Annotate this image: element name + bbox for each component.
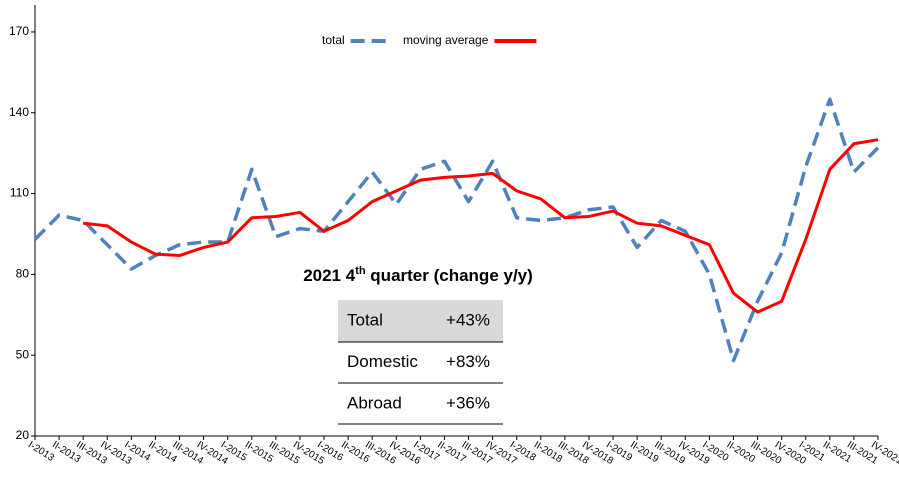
annotation-title: 2021 4th quarter (change y/y) <box>303 265 533 286</box>
table-cell: +83% <box>446 352 490 371</box>
table-header-bg <box>338 300 503 342</box>
legend-label: moving average <box>403 33 489 47</box>
y-tick-label: 110 <box>10 186 29 200</box>
table-cell: Domestic <box>347 352 418 371</box>
y-tick-label: 170 <box>9 24 29 38</box>
table-cell: Abroad <box>347 393 402 412</box>
series-line <box>83 138 879 314</box>
series-line <box>33 97 880 363</box>
legend-label: total <box>322 33 345 47</box>
table-cell: +43% <box>446 310 490 329</box>
y-tick-label: 50 <box>16 347 30 361</box>
y-tick-label: 140 <box>9 105 29 119</box>
x-tick-label: I-2013 <box>26 439 56 464</box>
y-tick-label: 20 <box>16 428 30 442</box>
table-cell: +36% <box>446 393 490 412</box>
table-cell: Total <box>347 310 383 329</box>
y-tick-label: 80 <box>16 267 30 281</box>
